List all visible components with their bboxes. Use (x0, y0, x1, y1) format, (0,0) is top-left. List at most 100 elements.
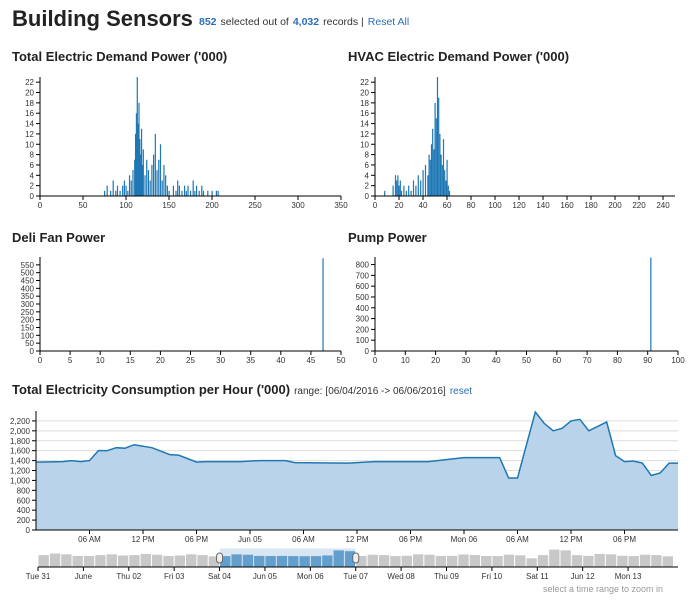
bar (149, 180, 151, 196)
y-tick-label: 1,600 (10, 447, 31, 456)
x-tick-label: 12 PM (559, 535, 582, 544)
bar (192, 180, 194, 196)
bar (151, 164, 153, 196)
bar (384, 190, 386, 196)
y-tick-label: 450 (21, 277, 35, 286)
y-tick-label: 200 (21, 316, 35, 325)
x-tick-label: Tue 31 (26, 572, 51, 581)
x-tick-label: 5 (68, 356, 73, 365)
y-tick-label: 0 (365, 192, 370, 201)
bar (442, 139, 445, 196)
bar (156, 170, 158, 196)
bar (662, 556, 673, 567)
bar (194, 190, 196, 196)
bar (140, 553, 151, 567)
x-tick-label: Tue 07 (343, 572, 368, 581)
bar (378, 555, 390, 567)
bar (165, 175, 167, 196)
bar (435, 118, 437, 196)
x-tick-label: 140 (536, 201, 550, 210)
bar (583, 555, 594, 567)
brush-handle (352, 552, 360, 564)
y-tick-label: 100 (356, 336, 370, 345)
y-tick-label: 600 (17, 496, 31, 505)
x-tick-label: 0 (38, 356, 43, 365)
area (36, 411, 678, 530)
bar (651, 555, 662, 567)
x-tick-label: 80 (613, 356, 622, 365)
x-tick-label: 06 AM (78, 535, 101, 544)
bar (178, 185, 181, 196)
bar (639, 554, 651, 567)
y-tick-label: 150 (21, 324, 35, 333)
y-tick-label: 12 (25, 130, 34, 139)
x-tick-label: Mon 13 (615, 572, 642, 581)
bar (322, 555, 333, 567)
bar (394, 175, 397, 196)
title-text: Building Sensors (12, 6, 193, 31)
y-tick-label: 20 (360, 89, 369, 98)
bar (187, 185, 189, 196)
bar (398, 185, 400, 196)
reset-all-link[interactable]: Reset All (368, 16, 409, 28)
x-tick-label: 06 AM (292, 535, 315, 544)
y-tick-label: 22 (360, 78, 369, 87)
bar (430, 144, 433, 196)
bar (207, 190, 209, 196)
bar (134, 133, 137, 196)
x-tick-label: 120 (512, 201, 526, 210)
x-tick-label: 40 (419, 201, 428, 210)
x-tick-label: Sat 11 (526, 572, 549, 581)
chart-title: Total Electric Demand Power ('000) (12, 49, 227, 64)
bar (141, 164, 144, 196)
x-tick-label: 06 PM (613, 535, 636, 544)
bar (72, 555, 83, 567)
y-tick-label: 2,000 (10, 427, 31, 436)
x-tick-label: 10 (401, 356, 410, 365)
bar (526, 558, 537, 567)
bar (436, 77, 439, 196)
y-tick-label: 200 (356, 325, 370, 334)
bar (447, 555, 458, 567)
title-text: Total Electricity Consumption per Hour (… (12, 382, 290, 397)
x-tick-label: 12 PM (345, 535, 368, 544)
bar (123, 180, 125, 196)
x-tick-label: 40 (276, 356, 285, 365)
y-tick-label: 8 (30, 151, 35, 160)
bar (265, 555, 276, 567)
reset-link[interactable]: reset (450, 386, 472, 397)
bar (628, 556, 639, 567)
x-tick-label: 0 (373, 201, 378, 210)
x-tick-label: 70 (583, 356, 592, 365)
x-tick-label: Thu 09 (434, 572, 459, 581)
x-tick-label: Jun 05 (253, 572, 278, 581)
bar (310, 556, 322, 567)
y-tick-label: 6 (30, 161, 35, 170)
bar (276, 555, 288, 567)
bar (166, 185, 168, 196)
bar (288, 556, 299, 567)
bar (410, 190, 412, 196)
bar (439, 133, 441, 196)
x-tick-label: 12 PM (131, 535, 154, 544)
x-tick-label: 50 (79, 201, 88, 210)
y-tick-label: 1,400 (10, 457, 31, 466)
bar (38, 555, 49, 567)
bar (617, 555, 628, 567)
bar (424, 164, 427, 196)
y-tick-label: 6 (365, 161, 370, 170)
bar (447, 185, 449, 196)
bar (392, 185, 394, 196)
bar (434, 102, 436, 196)
bar (177, 180, 179, 196)
y-tick-label: 12 (360, 130, 369, 139)
y-tick-label: 1,200 (10, 467, 31, 476)
x-tick-label: Mon 06 (451, 535, 478, 544)
bar (412, 554, 424, 567)
bar (417, 175, 419, 196)
bar (138, 102, 140, 196)
bar (333, 550, 344, 567)
x-tick-label: 100 (671, 356, 685, 365)
bar (197, 555, 208, 567)
y-tick-label: 2,200 (10, 417, 31, 426)
